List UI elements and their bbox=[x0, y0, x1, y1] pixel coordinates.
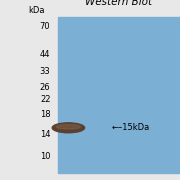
Text: 14: 14 bbox=[40, 130, 50, 139]
Text: 10: 10 bbox=[40, 152, 50, 161]
Text: 33: 33 bbox=[40, 68, 50, 76]
Text: ←–15kDa: ←–15kDa bbox=[112, 123, 150, 132]
Text: 26: 26 bbox=[40, 83, 50, 92]
Text: 44: 44 bbox=[40, 50, 50, 59]
Text: 18: 18 bbox=[40, 110, 50, 119]
Text: Western Blot: Western Blot bbox=[85, 0, 152, 7]
Ellipse shape bbox=[52, 123, 85, 133]
Bar bbox=[58, 17, 180, 173]
Text: 70: 70 bbox=[40, 22, 50, 31]
Text: 22: 22 bbox=[40, 95, 50, 104]
Text: kDa: kDa bbox=[28, 6, 45, 15]
Ellipse shape bbox=[56, 125, 81, 129]
